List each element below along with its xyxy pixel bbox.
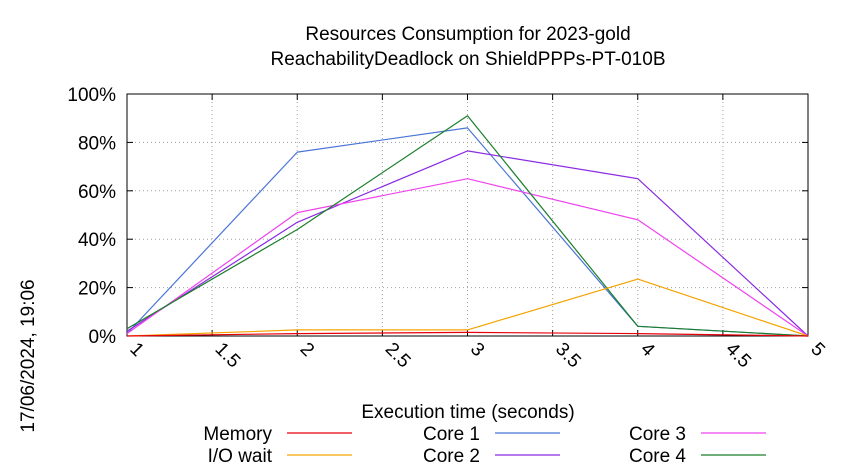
y-axis-ticks: 0% 20% 40% 60% 80% 100% xyxy=(67,85,808,348)
series-line-memory xyxy=(126,331,809,337)
legend-item: Core 2 xyxy=(423,446,560,467)
legend-label: Core 2 xyxy=(423,446,480,467)
chart-title: Resources Consumption for 2023-gold xyxy=(305,24,630,45)
y-tick-label: 100% xyxy=(67,85,116,106)
series-lines xyxy=(126,115,809,337)
y-tick-label: 80% xyxy=(78,133,116,154)
legend-item: Core 4 xyxy=(629,446,766,467)
x-tick-label: 2.5 xyxy=(381,339,415,373)
x-tick-label: 3.5 xyxy=(551,339,585,373)
legend-item: Memory xyxy=(203,424,352,445)
x-tick-label: 5 xyxy=(806,339,828,361)
x-tick-label: 4 xyxy=(636,339,659,362)
chart-subtitle: ReachabilityDeadlock on ShieldPPPs-PT-01… xyxy=(271,49,666,70)
y-tick-label: 40% xyxy=(78,230,116,251)
timestamp-label: 17/06/2024, 19:06 xyxy=(18,279,39,432)
legend-item: Core 1 xyxy=(423,424,560,445)
x-tick-label: 2 xyxy=(296,339,318,361)
legend-item: Core 3 xyxy=(629,424,766,445)
y-tick-label: 20% xyxy=(78,279,116,300)
x-tick-label: 1 xyxy=(125,339,147,361)
series-line-i-o-wait xyxy=(126,278,809,337)
series-line-core-3 xyxy=(126,178,809,337)
x-tick-label: 1.5 xyxy=(211,339,245,373)
series-line-core-4 xyxy=(126,115,809,337)
legend-label: Core 4 xyxy=(629,446,686,467)
x-tick-label: 4.5 xyxy=(721,339,755,373)
grid xyxy=(127,94,808,336)
y-tick-label: 60% xyxy=(78,182,116,203)
series-line-core-2 xyxy=(126,150,809,337)
legend-item: I/O wait xyxy=(208,446,352,467)
legend-label: I/O wait xyxy=(208,446,273,467)
x-axis-label: Execution time (seconds) xyxy=(361,402,574,423)
legend-label: Memory xyxy=(203,424,272,445)
legend-label: Core 3 xyxy=(629,424,686,445)
x-tick-label: 3 xyxy=(466,339,488,361)
series-line-core-1 xyxy=(126,127,809,337)
y-tick-label: 0% xyxy=(89,327,117,348)
legend-label: Core 1 xyxy=(423,424,480,445)
x-axis-ticks: 1 1.5 2 2.5 3 3.5 4 4.5 5 xyxy=(125,94,829,373)
